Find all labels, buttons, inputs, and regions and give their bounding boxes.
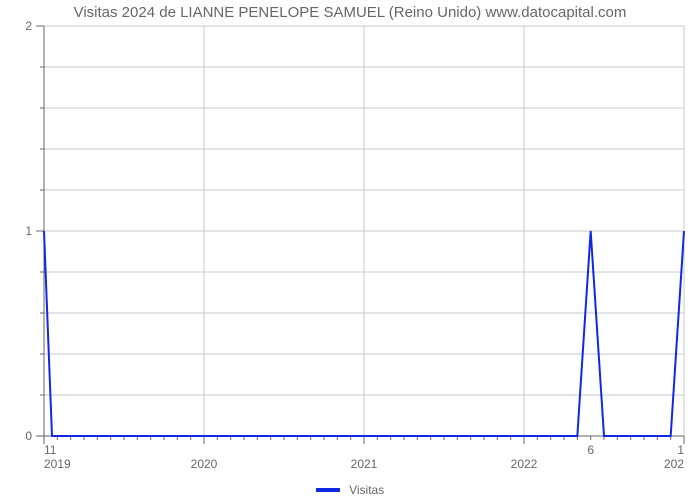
- chart-legend: Visitas: [0, 483, 700, 498]
- visits-line-chart: Visitas 2024 de LIANNE PENELOPE SAMUEL (…: [0, 0, 700, 500]
- svg-text:1: 1: [677, 443, 684, 457]
- svg-text:2019: 2019: [44, 457, 71, 471]
- svg-text:11: 11: [44, 443, 57, 457]
- svg-text:1: 1: [25, 224, 32, 238]
- svg-text:6: 6: [587, 443, 594, 457]
- svg-text:0: 0: [25, 429, 32, 443]
- svg-text:2021: 2021: [351, 457, 378, 471]
- svg-text:2020: 2020: [191, 457, 218, 471]
- svg-text:2022: 2022: [511, 457, 538, 471]
- chart-canvas: 0 1 2 2019 2020 2021 2022 202 11 6 1: [0, 0, 700, 500]
- legend-label: Visitas: [349, 483, 384, 497]
- legend-swatch: [316, 484, 340, 498]
- svg-text:202: 202: [664, 457, 684, 471]
- svg-text:2: 2: [25, 19, 32, 33]
